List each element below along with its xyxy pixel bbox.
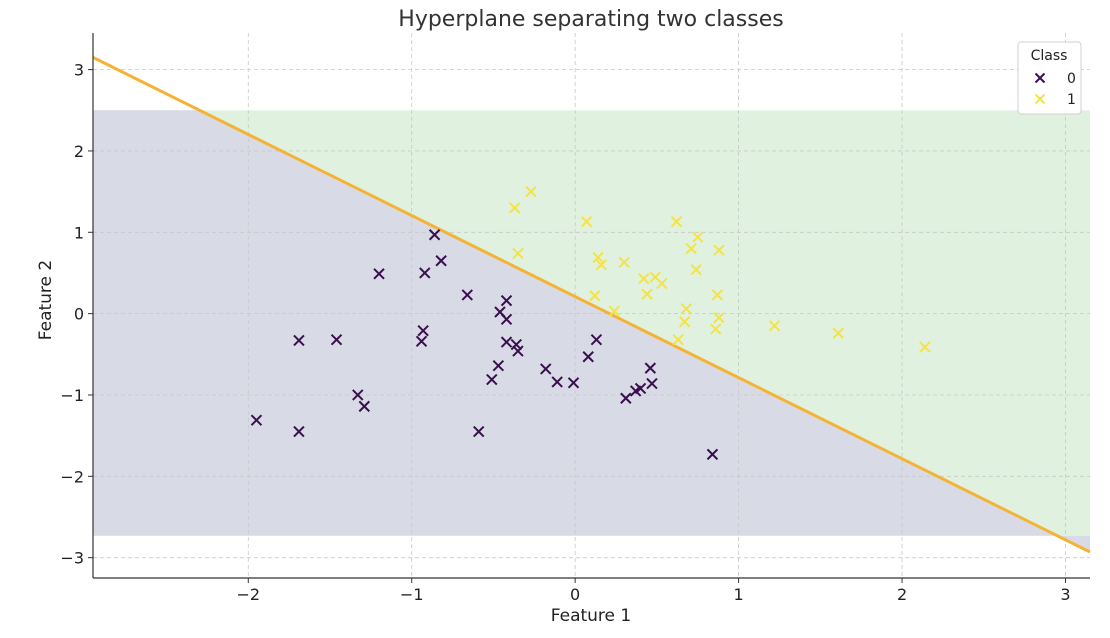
point-class-1 xyxy=(672,333,684,346)
point-class-1 xyxy=(589,290,601,302)
point-class-0 xyxy=(415,335,428,347)
point-class-0 xyxy=(590,333,603,346)
point-class-0 xyxy=(358,400,371,413)
point-class-0 xyxy=(634,382,647,395)
axes xyxy=(92,33,1090,579)
point-class-1 xyxy=(508,202,521,214)
y-tick-label: 2 xyxy=(74,142,84,161)
point-class-1 xyxy=(710,323,722,335)
point-class-0 xyxy=(500,336,513,348)
point-class-0 xyxy=(417,325,429,337)
point-class-1 xyxy=(638,272,650,285)
point-class-1 xyxy=(692,231,704,243)
x-tick-label: −1 xyxy=(400,585,424,604)
point-class-1 xyxy=(608,305,621,317)
point-class-1 xyxy=(580,216,593,228)
point-class-0 xyxy=(500,294,513,307)
point-class-0 xyxy=(551,376,563,388)
y-axis-label: Feature 2 xyxy=(36,260,56,340)
y-tick-label: 3 xyxy=(74,61,84,80)
point-class-1 xyxy=(690,264,702,276)
point-class-0 xyxy=(250,414,263,426)
point-class-0 xyxy=(293,334,305,347)
point-class-0 xyxy=(582,351,594,363)
point-class-0 xyxy=(510,338,523,351)
point-class-1 xyxy=(525,185,537,198)
point-class-0 xyxy=(620,392,632,404)
hyperplane-line xyxy=(92,56,1091,554)
point-class-1 xyxy=(670,216,683,228)
point-class-0 xyxy=(646,377,658,390)
legend-label-class-1: 1 xyxy=(1067,92,1076,108)
point-class-0 xyxy=(486,373,498,386)
point-class-0 xyxy=(428,229,441,241)
point-class-1 xyxy=(919,341,931,353)
point-class-0 xyxy=(330,333,343,346)
point-class-1 xyxy=(678,316,691,328)
point-class-0 xyxy=(352,389,364,401)
x-tick-label: 3 xyxy=(1060,585,1070,604)
legend-title: Class xyxy=(1031,48,1068,64)
legend-marker-class-1 xyxy=(1034,93,1046,105)
point-class-1 xyxy=(618,256,630,269)
y-tick-label: −2 xyxy=(60,467,84,486)
point-class-1 xyxy=(641,288,653,300)
point-class-1 xyxy=(711,289,724,301)
point-class-0 xyxy=(373,268,385,280)
y-tick-label: −3 xyxy=(60,549,84,568)
y-tick-label: 1 xyxy=(74,223,84,242)
y-tick-label: 0 xyxy=(74,305,84,324)
point-class-0 xyxy=(540,363,552,375)
point-class-0 xyxy=(293,425,305,438)
point-class-1 xyxy=(832,327,845,339)
point-class-0 xyxy=(435,255,447,267)
point-class-1 xyxy=(680,303,693,315)
chart-title: Hyperplane separating two classes xyxy=(398,7,783,32)
point-class-1 xyxy=(685,242,697,255)
tick-labels: −2 −1 0 1 2 3 −3 −2 −1 0 1 2 3 xyxy=(60,61,1070,604)
point-class-1 xyxy=(656,277,668,290)
point-class-0 xyxy=(500,313,513,326)
point-class-0 xyxy=(461,289,473,301)
point-class-0 xyxy=(419,267,431,279)
legend: Class 0 1 xyxy=(1017,41,1082,115)
point-class-1 xyxy=(592,251,604,264)
region-class-0 xyxy=(93,110,1090,552)
x-tick-label: 1 xyxy=(734,585,744,604)
x-tick-label: 2 xyxy=(897,585,907,604)
point-class-0 xyxy=(512,345,524,357)
point-class-0 xyxy=(644,362,657,374)
point-class-1 xyxy=(713,311,725,324)
x-axis-label: Feature 1 xyxy=(551,606,631,626)
legend-label-class-0: 0 xyxy=(1067,71,1076,87)
hyperplane xyxy=(92,56,1091,554)
point-class-1 xyxy=(595,259,608,271)
decision-regions xyxy=(93,110,1090,552)
gridlines xyxy=(93,33,1090,578)
point-class-1 xyxy=(713,244,725,256)
x-tick-label: 0 xyxy=(570,585,580,604)
point-class-1 xyxy=(768,320,781,332)
point-class-1 xyxy=(512,247,524,260)
point-class-0 xyxy=(567,377,580,389)
legend-box xyxy=(1017,41,1082,115)
data-points xyxy=(250,185,931,461)
point-class-0 xyxy=(706,448,719,461)
point-class-0 xyxy=(492,359,505,372)
legend-marker-class-0 xyxy=(1034,72,1046,84)
point-class-0 xyxy=(473,425,485,438)
y-tick-label: −1 xyxy=(60,386,84,405)
x-tick-label: −2 xyxy=(236,585,260,604)
